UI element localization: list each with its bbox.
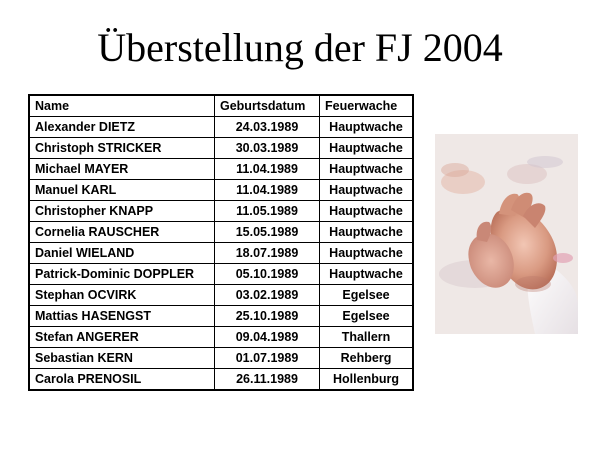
table-header-row: Name Geburtsdatum Feuerwache bbox=[28, 94, 414, 117]
cell-station: Hauptwache bbox=[319, 263, 414, 285]
cell-name: Christopher KNAPP bbox=[28, 200, 215, 222]
table-row: Stephan OCVIRK 03.02.1989 Egelsee bbox=[28, 284, 414, 306]
table-row: Christoph STRICKER 30.03.1989 Hauptwache bbox=[28, 137, 414, 159]
cell-name: Cornelia RAUSCHER bbox=[28, 221, 215, 243]
cell-name: Carola PRENOSIL bbox=[28, 368, 215, 391]
cell-station: Hauptwache bbox=[319, 200, 414, 222]
cell-station: Hauptwache bbox=[319, 221, 414, 243]
table-row: Patrick-Dominic DOPPLER 05.10.1989 Hauptwa… bbox=[28, 263, 414, 285]
cell-station: Egelsee bbox=[319, 284, 414, 306]
table-row: Cornelia RAUSCHER 15.05.1989 Hauptwache bbox=[28, 221, 414, 243]
cell-station: Rehberg bbox=[319, 347, 414, 369]
cell-station: Hauptwache bbox=[319, 242, 414, 264]
slide-title: Überstellung der FJ 2004 bbox=[97, 25, 503, 70]
cell-birthdate: 24.03.1989 bbox=[214, 116, 320, 138]
cell-birthdate: 11.05.1989 bbox=[214, 200, 320, 222]
cell-birthdate: 30.03.1989 bbox=[214, 137, 320, 159]
clapping-hands-icon bbox=[435, 134, 578, 334]
header-name: Name bbox=[28, 94, 215, 117]
cell-station: Egelsee bbox=[319, 305, 414, 327]
clapping-hands-photo bbox=[435, 134, 578, 334]
cell-name: Manuel KARL bbox=[28, 179, 215, 201]
cell-birthdate: 11.04.1989 bbox=[214, 179, 320, 201]
table-row: Daniel WIELAND 18.07.1989 Hauptwache bbox=[28, 242, 414, 264]
cell-name: Daniel WIELAND bbox=[28, 242, 215, 264]
cell-station: Hauptwache bbox=[319, 116, 414, 138]
cell-station: Hauptwache bbox=[319, 137, 414, 159]
table-row: Sebastian KERN 01.07.1989 Rehberg bbox=[28, 347, 414, 369]
cell-station: Hauptwache bbox=[319, 158, 414, 180]
table-row: Manuel KARL 11.04.1989 Hauptwache bbox=[28, 179, 414, 201]
table-row: Michael MAYER 11.04.1989 Hauptwache bbox=[28, 158, 414, 180]
cell-birthdate: 15.05.1989 bbox=[214, 221, 320, 243]
cell-birthdate: 01.07.1989 bbox=[214, 347, 320, 369]
cell-birthdate: 09.04.1989 bbox=[214, 326, 320, 348]
cell-name: Mattias HASENGST bbox=[28, 305, 215, 327]
cell-birthdate: 26.11.1989 bbox=[214, 368, 320, 391]
cell-name: Christoph STRICKER bbox=[28, 137, 215, 159]
cell-station: Hollenburg bbox=[319, 368, 414, 391]
cell-birthdate: 11.04.1989 bbox=[214, 158, 320, 180]
cell-name: Sebastian KERN bbox=[28, 347, 215, 369]
cell-name: Patrick-Dominic DOPPLER bbox=[28, 263, 215, 285]
table-row: Mattias HASENGST 25.10.1989 Egelsee bbox=[28, 305, 414, 327]
cell-birthdate: 18.07.1989 bbox=[214, 242, 320, 264]
cell-name: Alexander DIETZ bbox=[28, 116, 215, 138]
roster-table: Name Geburtsdatum Feuerwache Alexander D… bbox=[28, 94, 414, 391]
cell-name: Stephan OCVIRK bbox=[28, 284, 215, 306]
header-birthdate: Geburtsdatum bbox=[214, 94, 320, 117]
cell-station: Thallern bbox=[319, 326, 414, 348]
cell-birthdate: 05.10.1989 bbox=[214, 263, 320, 285]
cell-birthdate: 25.10.1989 bbox=[214, 305, 320, 327]
table-row: Stefan ANGERER 09.04.1989 Thallern bbox=[28, 326, 414, 348]
table-row: Christopher KNAPP 11.05.1989 Hauptwache bbox=[28, 200, 414, 222]
table-row: Alexander DIETZ 24.03.1989 Hauptwache bbox=[28, 116, 414, 138]
cell-station: Hauptwache bbox=[319, 179, 414, 201]
cell-name: Stefan ANGERER bbox=[28, 326, 215, 348]
table-row: Carola PRENOSIL 26.11.1989 Hollenburg bbox=[28, 368, 414, 391]
roster-body: Alexander DIETZ 24.03.1989 Hauptwache Chris… bbox=[28, 116, 414, 391]
header-station: Feuerwache bbox=[319, 94, 414, 117]
cell-birthdate: 03.02.1989 bbox=[214, 284, 320, 306]
cell-name: Michael MAYER bbox=[28, 158, 215, 180]
